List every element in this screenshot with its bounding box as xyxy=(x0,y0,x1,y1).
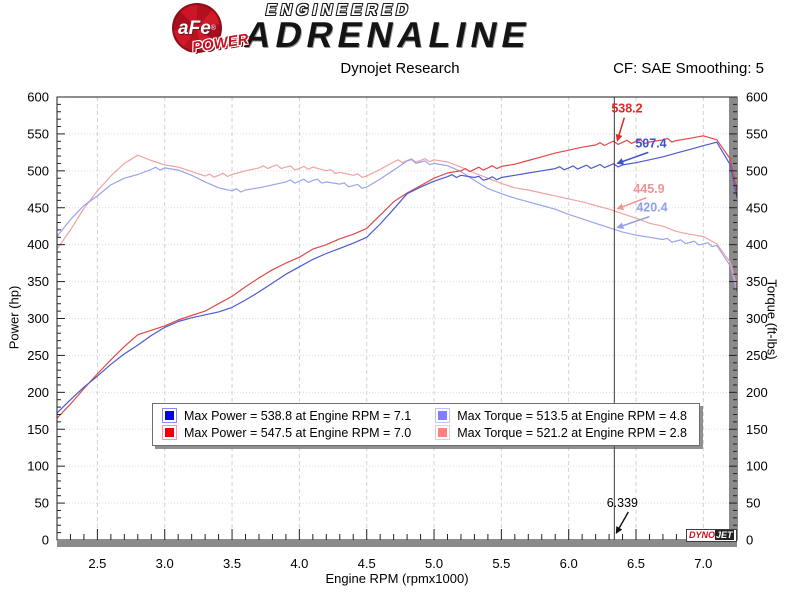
callout-538.2: 538.2 xyxy=(611,102,643,142)
watermark-jet-text: JET xyxy=(715,530,734,540)
svg-text:4.0: 4.0 xyxy=(290,556,308,571)
legend-item-label: Max Torque = 513.5 at Engine RPM = 4.8 xyxy=(457,408,687,423)
legend-item-label: Max Power = 547.5 at Engine RPM = 7.0 xyxy=(184,425,412,440)
legend-item: Max Power = 547.5 at Engine RPM = 7.0 xyxy=(162,424,411,441)
series-torque-blue xyxy=(57,158,737,293)
svg-text:200: 200 xyxy=(27,385,49,400)
svg-text:600: 600 xyxy=(746,90,768,105)
svg-text:600: 600 xyxy=(27,90,49,105)
watermark-dyno-text: DYNO xyxy=(689,530,716,540)
cursor: 6.339 xyxy=(607,97,638,540)
svg-text:300: 300 xyxy=(746,311,768,326)
afe-power-emblem-icon: aFe ® POWER xyxy=(170,2,250,56)
svg-text:300: 300 xyxy=(27,311,49,326)
axis-tick-labels: 0 0 50 50 100 100 150 150 200 200 250 250 300 300 350 3… xyxy=(27,90,767,572)
legend-swatch-icon xyxy=(162,425,177,440)
adrenaline-text: ADRENALINE xyxy=(241,14,536,55)
svg-text:50: 50 xyxy=(746,496,760,511)
svg-text:250: 250 xyxy=(27,348,49,363)
series-torque-red xyxy=(57,154,737,288)
svg-text:5.0: 5.0 xyxy=(425,556,443,571)
svg-text:250: 250 xyxy=(746,348,768,363)
svg-text:538.2: 538.2 xyxy=(611,102,642,116)
chart-title: Dynojet Research xyxy=(340,60,460,77)
svg-text:450: 450 xyxy=(27,200,49,215)
svg-text:50: 50 xyxy=(35,496,49,511)
svg-text:550: 550 xyxy=(27,126,49,141)
svg-text:400: 400 xyxy=(27,237,49,252)
svg-text:100: 100 xyxy=(27,459,49,474)
svg-text:150: 150 xyxy=(27,422,49,437)
legend-item: Max Power = 538.8 at Engine RPM = 7.1 xyxy=(162,407,411,424)
legend-swatch-icon xyxy=(435,425,451,440)
legend-item: Max Torque = 521.2 at Engine RPM = 2.8 xyxy=(435,424,687,441)
svg-text:0: 0 xyxy=(746,533,753,548)
legend-swatch-icon xyxy=(162,408,177,423)
legend-item: Max Torque = 513.5 at Engine RPM = 4.8 xyxy=(435,407,687,424)
callout-507.4: 507.4 xyxy=(616,136,667,165)
callout-445.9: 445.9 xyxy=(616,182,665,210)
svg-text:2.5: 2.5 xyxy=(88,556,106,571)
legend-item-label: Max Power = 538.8 at Engine RPM = 7.1 xyxy=(184,408,412,423)
svg-text:350: 350 xyxy=(27,274,49,289)
svg-text:3.0: 3.0 xyxy=(156,556,174,571)
axis-ticks xyxy=(56,96,737,541)
svg-text:350: 350 xyxy=(746,274,768,289)
svg-text:450: 450 xyxy=(746,200,768,215)
svg-text:507.4: 507.4 xyxy=(635,136,666,150)
svg-text:5.5: 5.5 xyxy=(492,556,510,571)
svg-text:7.0: 7.0 xyxy=(694,556,712,571)
curves xyxy=(57,135,737,419)
legend: Max Power = 538.8 at Engine RPM = 7.1 Max… xyxy=(152,403,700,446)
callout-420.4: 420.4 xyxy=(616,201,668,229)
legend-item-label: Max Torque = 521.2 at Engine RPM = 2.8 xyxy=(457,425,687,440)
svg-text:0: 0 xyxy=(42,533,49,548)
cf-smoothing-label: CF: SAE Smoothing: 5 xyxy=(613,60,764,77)
svg-text:500: 500 xyxy=(746,163,768,178)
svg-text:3.5: 3.5 xyxy=(223,556,241,571)
gridlines xyxy=(57,97,737,540)
svg-text:6.5: 6.5 xyxy=(627,556,645,571)
afe-logo: aFe ® POWER ENGINEERED ADRENALINE xyxy=(170,2,535,56)
svg-text:4.5: 4.5 xyxy=(358,556,376,571)
x-axis-title: Engine RPM (rpmx1000) xyxy=(325,571,469,586)
svg-text:445.9: 445.9 xyxy=(633,182,664,196)
svg-text:6.0: 6.0 xyxy=(560,556,578,571)
series-power-blue xyxy=(57,141,737,414)
svg-text:550: 550 xyxy=(746,126,768,141)
afe-logo-text: aFe xyxy=(178,17,211,39)
svg-text:200: 200 xyxy=(746,385,768,400)
logo-wordmark: ENGINEERED ADRENALINE xyxy=(241,2,538,55)
afe-aperture-icon: aFe ® xyxy=(172,3,222,53)
registered-mark: ® xyxy=(210,24,216,32)
dynojet-watermark: DYNOJET xyxy=(686,529,737,542)
svg-text:100: 100 xyxy=(746,459,768,474)
cursor-rpm-label: 6.339 xyxy=(607,496,638,510)
series-power-red xyxy=(57,135,737,419)
svg-text:400: 400 xyxy=(746,237,768,252)
x-axis-bar xyxy=(57,541,737,547)
svg-text:420.4: 420.4 xyxy=(636,201,667,215)
legend-swatch-icon xyxy=(435,408,451,423)
svg-text:150: 150 xyxy=(746,422,768,437)
svg-text:500: 500 xyxy=(27,163,49,178)
